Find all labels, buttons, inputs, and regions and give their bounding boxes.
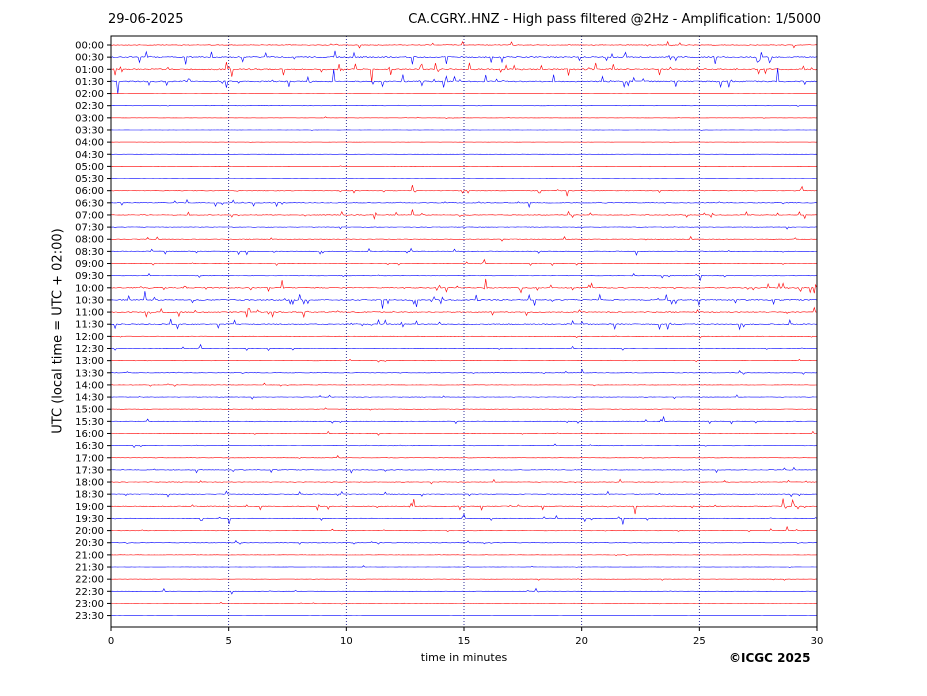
y-tick-label: 17:30 — [75, 465, 104, 476]
grid-layer — [228, 36, 700, 627]
trace-1800 — [110, 478, 818, 485]
y-tick-label: 22:00 — [75, 575, 104, 586]
y-tick-label: 05:30 — [75, 174, 104, 185]
trace-1000 — [110, 278, 818, 294]
y-tick-label: 12:00 — [75, 332, 104, 343]
y-tick-label: 03:30 — [75, 125, 104, 136]
y-tick-label: 02:30 — [75, 101, 104, 112]
y-tick-label: 07:00 — [75, 210, 104, 221]
x-axis-label: time in minutes — [420, 651, 508, 664]
y-tick-label: 06:00 — [75, 186, 104, 197]
trace-0630 — [110, 199, 818, 209]
y-tick-label: 10:00 — [75, 283, 104, 294]
y-tick-label: 00:00 — [75, 41, 104, 52]
chart-title: CA.CGRY..HNZ - High pass filtered @2Hz -… — [408, 12, 821, 27]
y-tick-label: 06:30 — [75, 198, 104, 209]
y-tick-label: 23:00 — [75, 599, 104, 610]
y-tick-label: 07:30 — [75, 223, 104, 234]
trace-1530 — [110, 415, 818, 425]
y-tick-label: 00:30 — [75, 53, 104, 64]
x-tick-label: 25 — [693, 636, 706, 647]
y-tick-label: 20:30 — [75, 538, 104, 549]
x-tick-label: 5 — [225, 636, 231, 647]
x-tick-label: 0 — [108, 636, 114, 647]
y-tick-label: 17:00 — [75, 453, 104, 464]
trace-2000 — [110, 525, 818, 533]
traces-layer — [110, 40, 818, 617]
trace-1900 — [110, 498, 818, 515]
y-tick-label: 22:30 — [75, 587, 104, 598]
y-tick-label: 10:30 — [75, 295, 104, 306]
x-tick-label: 30 — [811, 636, 824, 647]
y-tick-label: 13:30 — [75, 368, 104, 379]
y-tick-label: 02:00 — [75, 89, 104, 100]
trace-1600 — [110, 430, 818, 436]
y-tick-label: 13:00 — [75, 356, 104, 367]
trace-0700 — [110, 209, 818, 220]
trace-2030 — [110, 540, 818, 545]
trace-0530 — [110, 177, 817, 180]
y-tick-label: 23:30 — [75, 611, 104, 622]
copyright-label: ©ICGC 2025 — [729, 651, 811, 665]
y-tick-label: 11:00 — [75, 308, 104, 319]
y-tick-label: 15:00 — [75, 405, 104, 416]
trace-0830 — [110, 247, 818, 256]
trace-0600 — [110, 185, 817, 197]
y-tick-label: 19:00 — [75, 502, 104, 513]
y-tick-label: 19:30 — [75, 514, 104, 525]
trace-0930 — [110, 273, 818, 282]
trace-1730 — [110, 466, 818, 474]
y-tick-label: 08:30 — [75, 247, 104, 258]
date-label: 29-06-2025 — [108, 12, 184, 27]
y-tick-label: 14:30 — [75, 393, 104, 404]
y-tick-label: 04:30 — [75, 150, 104, 161]
y-tick-label: 16:30 — [75, 441, 104, 452]
trace-0500 — [110, 165, 817, 167]
y-tick-label: 09:30 — [75, 271, 104, 282]
y-tick-label: 03:00 — [75, 113, 104, 124]
y-tick-label: 12:30 — [75, 344, 104, 355]
y-tick-label: 20:00 — [75, 526, 104, 537]
trace-0900 — [110, 258, 818, 267]
y-tick-label: 21:00 — [75, 550, 104, 561]
y-tick-label: 09:00 — [75, 259, 104, 270]
plot-frame — [110, 35, 818, 628]
y-tick-label: 16:00 — [75, 429, 104, 440]
x-tick-label: 15 — [458, 636, 471, 647]
trace-1500 — [110, 407, 818, 411]
y-tick-label: 01:00 — [75, 65, 104, 76]
trace-1700 — [111, 455, 817, 459]
trace-1330 — [110, 368, 818, 375]
trace-1630 — [111, 443, 818, 449]
y-tick-label: 14:00 — [75, 380, 104, 391]
trace-0800 — [111, 235, 818, 242]
x-tick-label: 20 — [575, 636, 588, 647]
y-ticks-layer: 00:0000:3001:0001:3002:0002:3003:0003:30… — [75, 41, 111, 622]
y-tick-label: 05:00 — [75, 162, 104, 173]
trace-1830 — [110, 490, 818, 498]
trace-0730 — [110, 226, 817, 230]
x-ticks-layer: 0 5 10 15 20 25 30 — [108, 627, 824, 647]
y-tick-label: 18:00 — [75, 478, 104, 489]
y-tick-label: 11:30 — [75, 320, 104, 331]
y-tick-label: 08:00 — [75, 235, 104, 246]
y-tick-label: 01:30 — [75, 77, 104, 88]
y-tick-label: 04:00 — [75, 138, 104, 149]
x-tick-label: 10 — [340, 636, 353, 647]
y-tick-label: 21:30 — [75, 563, 104, 574]
trace-2100 — [110, 554, 818, 556]
y-tick-label: 18:30 — [75, 490, 104, 501]
y-tick-label: 15:30 — [75, 417, 104, 428]
